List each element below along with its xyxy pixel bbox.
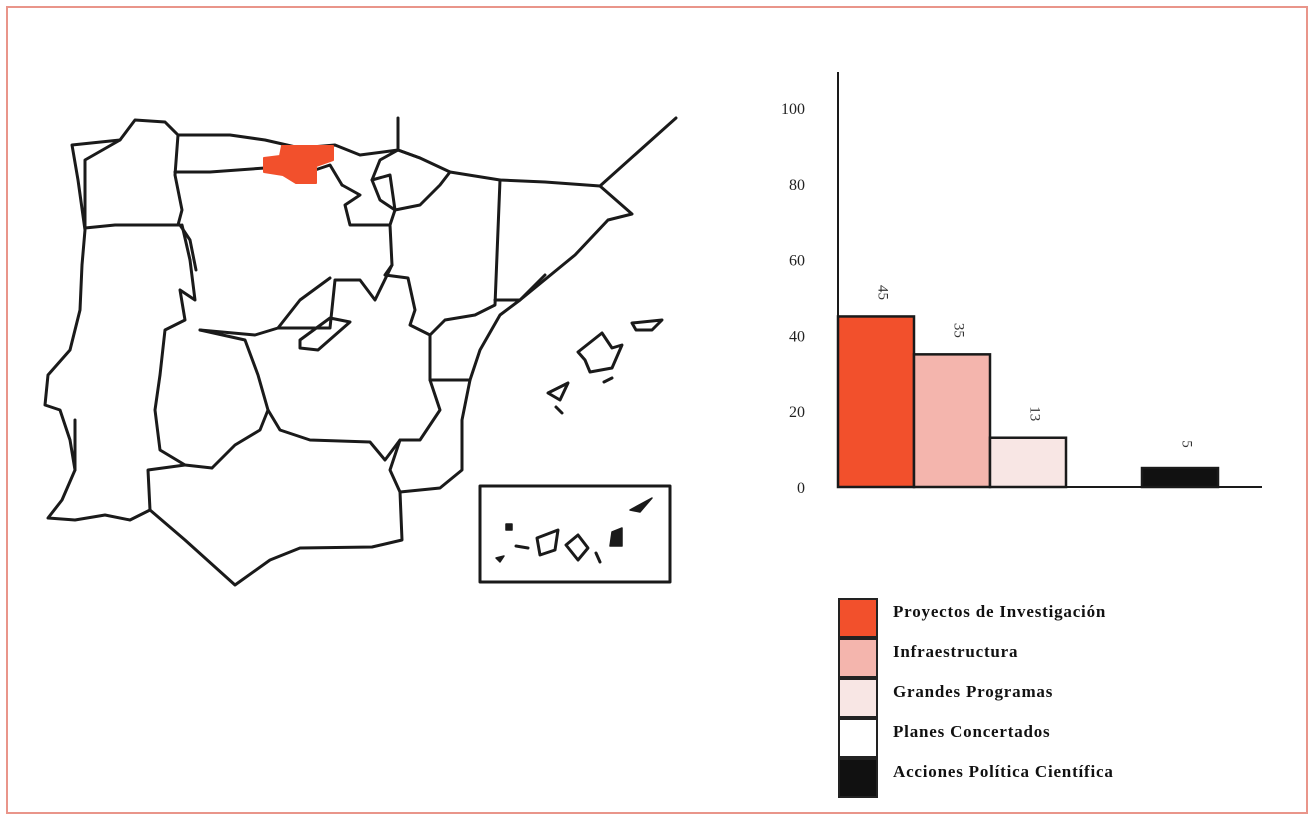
y-tick-label: 60: [789, 253, 805, 270]
bar: [1140, 466, 1220, 489]
region-border: [198, 263, 394, 337]
legend-swatch: [838, 718, 878, 758]
region-border: [396, 116, 422, 160]
bars: [836, 315, 1220, 489]
region-border: [340, 148, 400, 227]
legend-swatch: [838, 758, 878, 798]
region-border: [298, 316, 352, 352]
bar: [836, 315, 916, 489]
region-border: [493, 273, 547, 302]
bar-value-labels: 45 35 13 5: [875, 285, 1195, 448]
legend-label: Infraestructura: [893, 642, 1019, 661]
y-tick-label: 0: [797, 480, 805, 497]
region-border: [173, 133, 184, 227]
region-border: [153, 258, 214, 470]
legend-label: Proyectos de Investigación: [893, 602, 1107, 621]
region-border: [180, 223, 192, 262]
legend-label: Grandes Programas: [893, 682, 1054, 701]
region-border: [383, 178, 502, 337]
y-tick-label: 80: [789, 177, 805, 194]
spain-map: [43, 116, 678, 587]
region-border: [266, 333, 442, 462]
region-border: [198, 328, 270, 470]
legend-label: Acciones Política Científica: [893, 762, 1114, 781]
balearic-island: [576, 331, 624, 374]
region-border: [146, 463, 187, 512]
canary-island: [535, 528, 560, 557]
canary-islands-inset: [478, 484, 672, 584]
canary-island: [514, 544, 530, 550]
balearic-island: [630, 318, 664, 332]
france-border: [598, 116, 678, 188]
peninsula-outline: [43, 118, 634, 587]
bar: [912, 353, 992, 489]
y-tick-label: 100: [781, 101, 805, 118]
canary-island: [609, 527, 623, 547]
canary-island: [564, 533, 590, 562]
legend-swatch: [838, 678, 878, 718]
legend-swatch: [838, 598, 878, 638]
canary-island: [629, 497, 653, 513]
balearic-island: [554, 405, 564, 415]
cantabria-region: [263, 145, 334, 184]
canary-island: [495, 555, 505, 563]
canary-island: [594, 551, 602, 564]
region-border: [388, 438, 402, 494]
y-tick-label: 40: [789, 328, 805, 345]
y-axis-ticks: 0 20 40 60 80 100: [781, 101, 805, 497]
region-border: [370, 170, 452, 212]
balearic-island: [602, 376, 614, 384]
balearic-island: [546, 381, 570, 402]
bar-value-label: 45: [875, 285, 891, 300]
bar-value-label: 5: [1179, 440, 1195, 448]
region-border: [276, 276, 332, 330]
bar-chart: 0 20 40 60 80 100 45 35 13 5: [781, 72, 1262, 497]
region-border: [83, 138, 122, 230]
bar-value-label: 35: [951, 323, 967, 338]
portugal-north-border: [83, 223, 198, 272]
bar: [988, 436, 1068, 489]
bar-value-label: 13: [1027, 406, 1043, 421]
figure-frame: [6, 6, 1308, 814]
y-tick-label: 20: [789, 404, 805, 421]
canary-island: [505, 523, 513, 531]
legend-label: Planes Concertados: [893, 722, 1051, 741]
legend-swatch: [838, 638, 878, 678]
